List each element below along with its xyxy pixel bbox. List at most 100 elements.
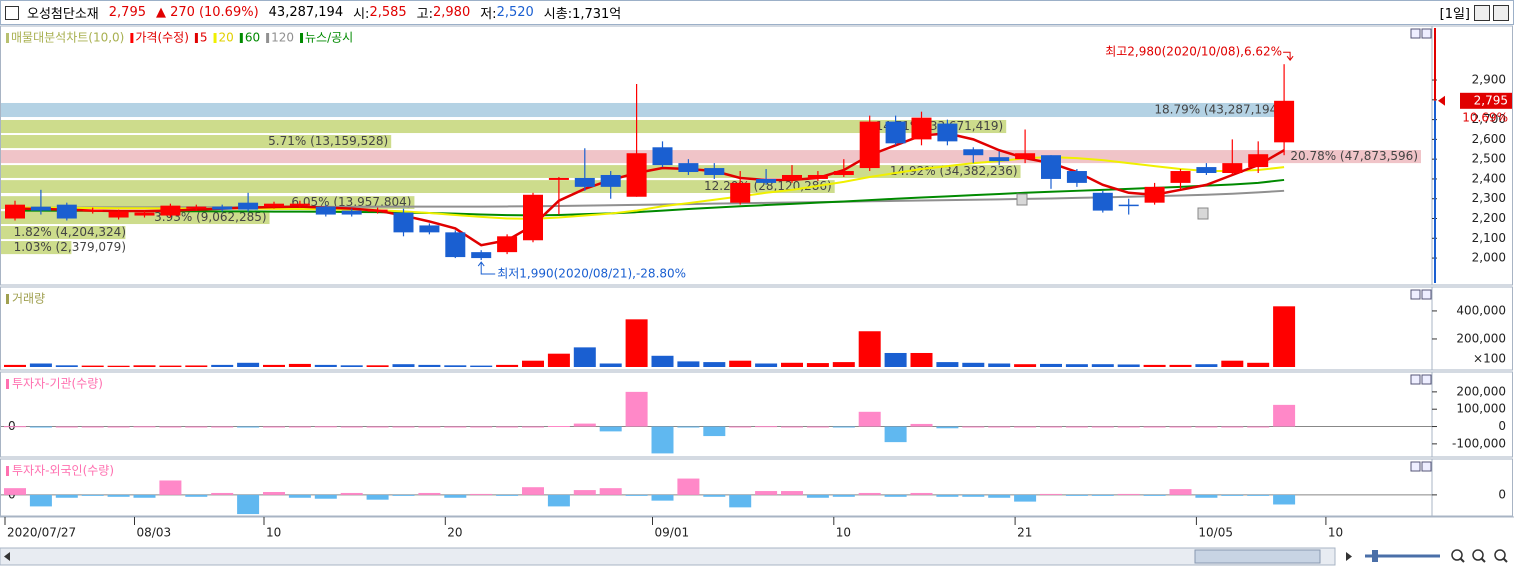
bar	[910, 492, 933, 495]
bar	[573, 347, 596, 367]
news-icon	[1197, 207, 1209, 220]
bar	[599, 426, 622, 432]
bar	[1169, 426, 1192, 428]
bar	[1247, 426, 1270, 428]
bar	[962, 362, 985, 367]
legend-marker	[300, 33, 304, 43]
panel-button	[1410, 374, 1421, 385]
bar	[781, 426, 803, 428]
restore-button[interactable]	[1474, 4, 1490, 21]
bar	[858, 411, 881, 427]
candle-body	[574, 177, 595, 187]
candle-body	[756, 178, 777, 183]
price-scale-bar	[1434, 100, 1436, 283]
change-pct-label: 10.69%	[1462, 110, 1508, 124]
bar	[418, 364, 441, 367]
y-tick-label: 2,700	[1472, 112, 1506, 126]
bar	[1221, 426, 1244, 428]
checkbox[interactable]	[5, 5, 19, 20]
panel-frame	[0, 458, 1513, 517]
y-tick-label: 2,400	[1472, 171, 1506, 185]
candle-body	[315, 206, 336, 215]
bar	[755, 426, 778, 428]
candle-body	[1274, 100, 1295, 143]
bar	[755, 363, 778, 367]
x-tick-label: 08/03	[137, 526, 172, 540]
panel-frame	[0, 25, 1513, 286]
bar	[1040, 363, 1062, 367]
panel-button	[1410, 289, 1421, 300]
panel-button	[1421, 374, 1432, 385]
candle-body	[704, 168, 725, 175]
bar	[1221, 360, 1244, 367]
stock-name: 오성첨단소재	[27, 7, 99, 22]
bar	[703, 494, 726, 497]
bar	[1195, 494, 1218, 498]
bar	[547, 353, 570, 367]
header: 오성첨단소재 2,795 ▲ 270 (10.69%) 43,287,194 시…	[0, 0, 1514, 25]
candle-body	[652, 147, 673, 166]
bar	[781, 491, 803, 495]
volume-profile-band	[1, 241, 72, 255]
bar	[159, 365, 182, 367]
bar	[444, 426, 467, 428]
bar	[314, 426, 337, 428]
bar	[340, 426, 363, 428]
bar	[366, 426, 389, 428]
bar	[988, 363, 1011, 367]
bar	[1014, 364, 1037, 367]
scroll-thumb	[1194, 549, 1321, 564]
y-tick-label: -100,000	[1452, 436, 1506, 450]
bar	[211, 426, 234, 428]
bar	[29, 426, 52, 428]
period[interactable]: [1일]	[1439, 7, 1470, 22]
high-label: 고:	[416, 7, 433, 22]
news-icon	[1016, 193, 1028, 206]
bar	[314, 364, 337, 367]
open: 2,585	[369, 5, 407, 20]
candle-body	[341, 210, 362, 215]
bar	[1014, 494, 1037, 502]
bar	[884, 426, 907, 443]
candle-body	[885, 121, 906, 144]
bar	[29, 363, 52, 367]
bar	[573, 423, 596, 427]
zoom-icon	[1502, 557, 1508, 563]
bar	[806, 426, 829, 428]
bar	[107, 365, 130, 367]
bar	[988, 494, 1011, 498]
close-button[interactable]	[1493, 4, 1509, 21]
candle-body	[1092, 192, 1113, 211]
bar	[366, 494, 389, 500]
band-label: 18.79% (43,287,194)	[1154, 102, 1282, 116]
bar	[1117, 426, 1140, 428]
bar	[522, 487, 544, 495]
candle-body	[212, 206, 233, 210]
bar	[4, 364, 26, 367]
high: 2,980	[433, 5, 471, 20]
bar	[185, 426, 208, 428]
candle-body	[445, 232, 466, 258]
bar	[444, 365, 467, 367]
bar	[1273, 494, 1296, 505]
bar	[133, 365, 156, 367]
bar	[1143, 494, 1166, 496]
price-plot: 18.79% (43,287,194)14.71% (33,671,419)5.…	[1, 64, 1421, 261]
candle-body	[419, 225, 440, 233]
bar	[625, 494, 648, 496]
x-tick-label: 2020/07/27	[7, 526, 76, 540]
candle-body	[1066, 171, 1087, 183]
x-tick-label: 20	[447, 526, 462, 540]
bar	[936, 426, 959, 429]
bar	[651, 355, 674, 367]
bar	[1040, 426, 1062, 428]
bar	[314, 494, 337, 499]
legend-label: 120	[271, 31, 294, 45]
bar	[159, 426, 182, 428]
bar	[677, 426, 700, 428]
low: 2,520	[496, 5, 534, 20]
candle-body	[1041, 155, 1061, 179]
legend-label: 뉴스/공시	[305, 31, 353, 45]
change-pct: (10.69%)	[198, 5, 259, 20]
